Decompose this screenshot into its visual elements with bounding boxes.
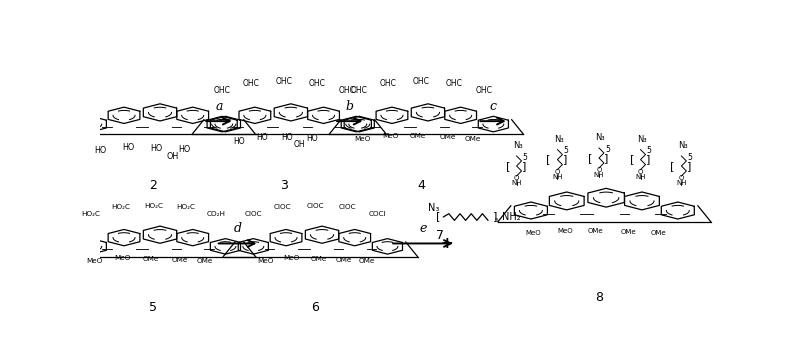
Text: ]: ] bbox=[645, 155, 650, 165]
Text: ]: ] bbox=[686, 161, 691, 171]
Text: O: O bbox=[554, 169, 560, 175]
Text: COCl: COCl bbox=[369, 211, 386, 217]
Text: 8: 8 bbox=[594, 291, 602, 304]
Text: [: [ bbox=[587, 153, 592, 163]
Text: O: O bbox=[596, 167, 601, 173]
Text: N₃: N₃ bbox=[677, 142, 687, 151]
Text: OHC: OHC bbox=[380, 79, 397, 88]
Text: HO₂C: HO₂C bbox=[176, 204, 195, 210]
Text: MeO: MeO bbox=[556, 228, 572, 234]
Text: MeO: MeO bbox=[525, 230, 540, 236]
Text: OHC: OHC bbox=[338, 86, 355, 95]
Text: ClOC: ClOC bbox=[339, 204, 357, 210]
Text: [: [ bbox=[505, 161, 509, 171]
Text: OHC: OHC bbox=[445, 79, 462, 88]
Text: OMe: OMe bbox=[171, 257, 188, 262]
Text: MeO: MeO bbox=[86, 258, 102, 264]
Text: N₃: N₃ bbox=[512, 142, 522, 151]
Text: NH₂: NH₂ bbox=[501, 212, 520, 222]
Text: a: a bbox=[215, 100, 222, 113]
Text: c: c bbox=[489, 100, 496, 113]
Text: ]: ] bbox=[604, 153, 608, 163]
Text: O: O bbox=[513, 175, 519, 181]
Text: CO₂H: CO₂H bbox=[206, 211, 225, 217]
Text: OMe: OMe bbox=[587, 228, 603, 234]
Text: OMe: OMe bbox=[410, 134, 426, 139]
Text: ]: ] bbox=[562, 155, 566, 165]
Text: ₅: ₅ bbox=[494, 215, 497, 224]
Text: HO: HO bbox=[122, 143, 134, 152]
Text: HO₂C: HO₂C bbox=[111, 204, 130, 210]
Text: 5: 5 bbox=[563, 147, 568, 156]
Text: HO: HO bbox=[94, 146, 107, 155]
Text: HO: HO bbox=[150, 144, 162, 153]
Text: e: e bbox=[418, 222, 426, 235]
Text: NH: NH bbox=[511, 180, 521, 186]
Text: OMe: OMe bbox=[463, 136, 480, 142]
Text: 5: 5 bbox=[149, 301, 157, 314]
Text: ClOC: ClOC bbox=[244, 211, 262, 217]
Text: OMe: OMe bbox=[650, 230, 665, 236]
Text: OHC: OHC bbox=[275, 77, 292, 86]
Text: OMe: OMe bbox=[438, 134, 455, 140]
Text: b: b bbox=[345, 100, 353, 113]
Text: [: [ bbox=[435, 211, 439, 221]
Text: ]: ] bbox=[491, 211, 496, 221]
Text: HO: HO bbox=[234, 136, 245, 145]
Text: OHC: OHC bbox=[308, 79, 324, 88]
Text: NH: NH bbox=[675, 180, 686, 186]
Text: MeO: MeO bbox=[114, 255, 130, 261]
Text: [: [ bbox=[670, 161, 674, 171]
Text: OMe: OMe bbox=[335, 257, 351, 262]
Text: +: + bbox=[439, 236, 452, 251]
Text: O: O bbox=[637, 169, 642, 175]
Text: ClOC: ClOC bbox=[273, 204, 291, 210]
Text: HO₂C: HO₂C bbox=[144, 203, 163, 209]
Text: [: [ bbox=[546, 155, 550, 165]
Text: OMe: OMe bbox=[358, 258, 374, 264]
Text: 4: 4 bbox=[417, 179, 425, 192]
Text: HO₂C: HO₂C bbox=[82, 211, 100, 217]
Text: OMe: OMe bbox=[620, 229, 636, 235]
Text: MeO: MeO bbox=[353, 136, 370, 142]
Text: 5: 5 bbox=[605, 145, 609, 154]
Text: OHC: OHC bbox=[214, 86, 230, 95]
Text: HO: HO bbox=[306, 134, 318, 143]
Text: HO: HO bbox=[256, 133, 268, 142]
Text: 6: 6 bbox=[311, 301, 319, 314]
Text: N₃: N₃ bbox=[636, 135, 646, 144]
Text: OMe: OMe bbox=[142, 256, 158, 262]
Text: OHC: OHC bbox=[350, 86, 367, 95]
Text: d: d bbox=[234, 222, 241, 235]
Text: OMe: OMe bbox=[196, 258, 213, 264]
Text: 5: 5 bbox=[522, 153, 527, 162]
Text: 5: 5 bbox=[687, 153, 691, 162]
Text: [: [ bbox=[629, 155, 634, 165]
Text: 3: 3 bbox=[280, 179, 288, 192]
Text: OHC: OHC bbox=[243, 79, 259, 88]
Text: ]: ] bbox=[521, 161, 526, 171]
Text: OH: OH bbox=[166, 152, 178, 161]
Text: OHC: OHC bbox=[413, 77, 430, 86]
Text: N₃: N₃ bbox=[553, 135, 563, 144]
Text: 7: 7 bbox=[435, 229, 443, 242]
Text: 5: 5 bbox=[646, 147, 651, 156]
Text: ClOC: ClOC bbox=[306, 203, 324, 209]
Text: OHC: OHC bbox=[475, 86, 491, 95]
Text: O: O bbox=[678, 175, 683, 181]
Text: MeO: MeO bbox=[257, 258, 274, 264]
Text: OH: OH bbox=[294, 140, 305, 149]
Text: NH: NH bbox=[552, 174, 562, 179]
Text: OMe: OMe bbox=[310, 256, 326, 262]
Text: 2: 2 bbox=[149, 179, 157, 192]
Text: MeO: MeO bbox=[283, 255, 300, 261]
Text: N₃: N₃ bbox=[595, 134, 605, 143]
Text: HO: HO bbox=[281, 134, 293, 143]
Text: NH: NH bbox=[634, 174, 645, 179]
Text: NH: NH bbox=[593, 172, 604, 178]
Text: MeO: MeO bbox=[381, 133, 398, 139]
Text: HO: HO bbox=[178, 145, 190, 154]
Text: N₃: N₃ bbox=[428, 203, 439, 213]
